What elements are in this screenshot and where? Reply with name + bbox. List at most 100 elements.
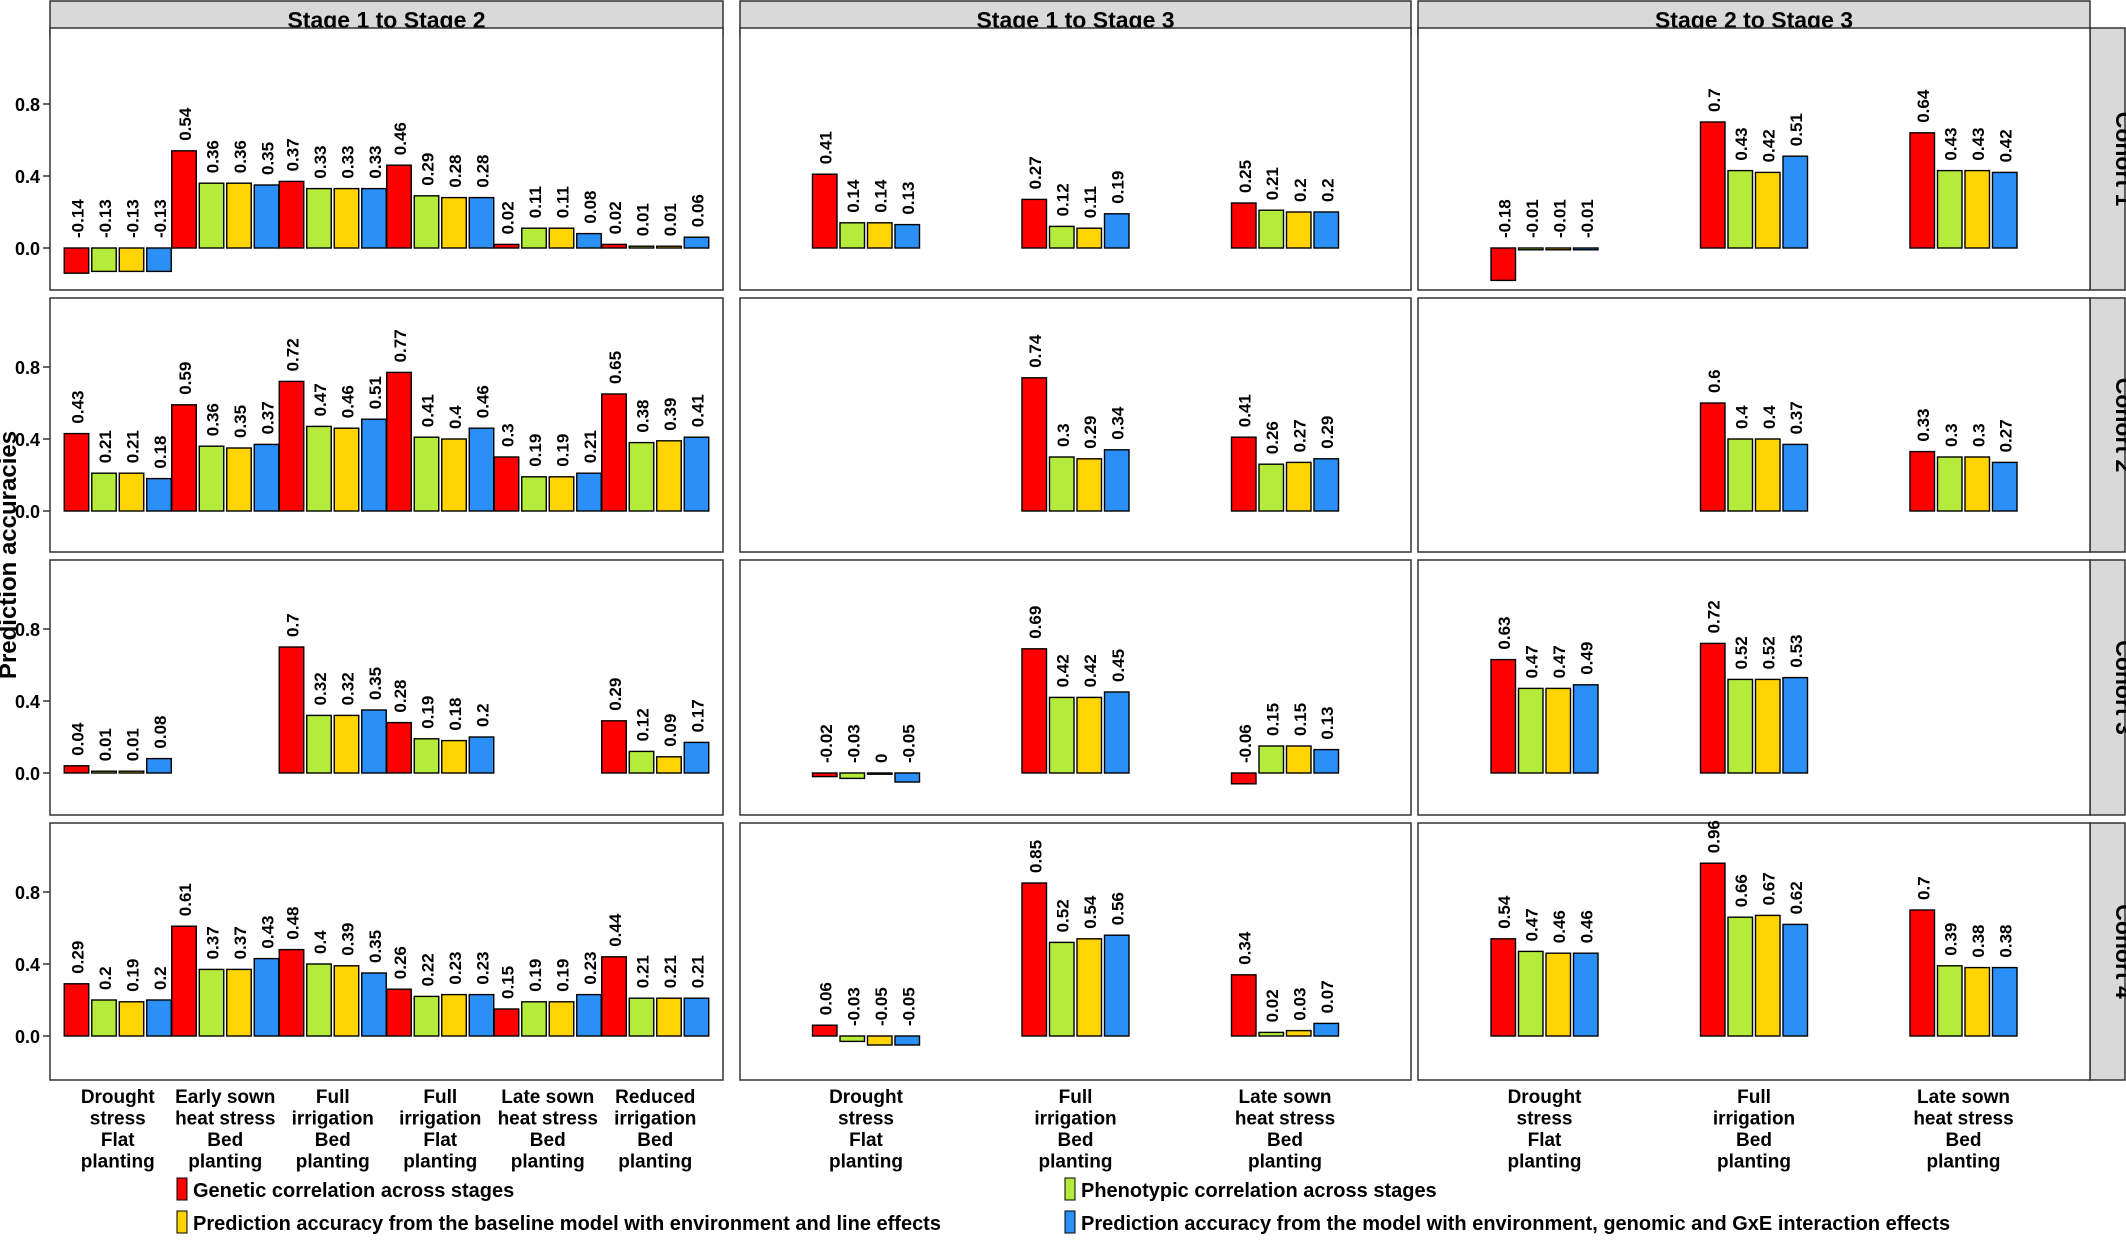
bar bbox=[278, 180, 305, 249]
bar-value-label: -0.05 bbox=[899, 724, 918, 763]
bar bbox=[839, 1035, 866, 1043]
bar bbox=[628, 245, 655, 249]
bar bbox=[441, 739, 467, 774]
bar bbox=[628, 441, 655, 512]
y-tick-label: 0.4 bbox=[15, 167, 40, 187]
bar-value-label: 0.07 bbox=[1318, 980, 1337, 1013]
bar-value-label: 0.69 bbox=[1026, 606, 1045, 639]
bar bbox=[333, 714, 360, 774]
bar-value-label: 0.34 bbox=[1109, 406, 1128, 440]
x-category-label: planting bbox=[403, 1152, 477, 1173]
bar bbox=[683, 236, 710, 249]
bar-value-label: 0.38 bbox=[634, 400, 653, 433]
panel-frame bbox=[1417, 297, 2091, 553]
bar-value-label: 0.25 bbox=[1236, 160, 1255, 193]
bar bbox=[1285, 461, 1312, 512]
bar-value-label: 0.85 bbox=[1026, 840, 1045, 873]
bar-value-label: 0.7 bbox=[1914, 876, 1933, 900]
bar bbox=[441, 993, 467, 1037]
bar-value-label: 0.52 bbox=[1760, 636, 1779, 669]
bar-value-label: 0.01 bbox=[634, 203, 653, 236]
bar bbox=[253, 443, 280, 512]
bar-value-label: 0.38 bbox=[1969, 925, 1988, 958]
x-category-label: planting bbox=[1039, 1152, 1113, 1173]
bar-value-label: 0.34 bbox=[1236, 931, 1255, 965]
bar bbox=[1545, 247, 1572, 251]
y-tick-label: 0.0 bbox=[15, 1027, 40, 1047]
bar bbox=[839, 772, 866, 780]
bar-value-label: 0.4 bbox=[1732, 405, 1751, 429]
bar-value-label: 0.19 bbox=[124, 959, 143, 992]
bar-value-label: 0.46 bbox=[474, 385, 493, 418]
bar-value-label: 0.35 bbox=[231, 405, 250, 438]
bar-value-label: 0 bbox=[872, 754, 891, 763]
legend-label: Prediction accuracy from the baseline mo… bbox=[193, 1213, 941, 1235]
bar-value-label: 0.4 bbox=[446, 405, 465, 429]
bar bbox=[386, 721, 412, 774]
bar bbox=[1313, 1022, 1340, 1037]
bar-value-label: -0.05 bbox=[872, 987, 891, 1026]
row-strip bbox=[2089, 27, 2126, 291]
bar-value-label: 0.18 bbox=[151, 436, 170, 469]
bar bbox=[1545, 952, 1572, 1037]
bar-value-label: 0.42 bbox=[1054, 654, 1073, 687]
bar-value-label: 0.3 bbox=[1969, 423, 1988, 447]
bar-value-label: 0.39 bbox=[661, 398, 680, 431]
bar bbox=[413, 195, 440, 249]
bar bbox=[118, 247, 145, 273]
y-tick-label: 0.8 bbox=[15, 358, 40, 378]
x-category-label: irrigation bbox=[614, 1109, 696, 1130]
bar-value-label: 0.43 bbox=[69, 391, 88, 424]
row-strip-label: Cohort 4 bbox=[2111, 904, 2126, 999]
bar-value-label: 0.96 bbox=[1705, 820, 1724, 853]
bar-value-label: 0.19 bbox=[1109, 171, 1128, 204]
legend-label: Genetic correlation across stages bbox=[193, 1180, 514, 1202]
bar-value-label: 0.62 bbox=[1787, 881, 1806, 914]
bar-value-label: 0.27 bbox=[1291, 419, 1310, 452]
bar-value-label: 0.2 bbox=[151, 966, 170, 990]
panel-frame bbox=[1417, 559, 2091, 816]
bar bbox=[576, 232, 602, 249]
x-category-label: irrigation bbox=[1713, 1109, 1795, 1130]
x-category-label: stress bbox=[90, 1109, 146, 1130]
bar-value-label: 0.72 bbox=[284, 338, 303, 371]
bar-value-label: 0.45 bbox=[1109, 649, 1128, 682]
x-category-label: irrigation bbox=[399, 1109, 481, 1130]
bar-value-label: 0.26 bbox=[1263, 421, 1282, 454]
bar-value-label: 0.02 bbox=[606, 201, 625, 234]
bar bbox=[576, 472, 602, 512]
bar bbox=[1021, 882, 1048, 1037]
bar bbox=[253, 957, 280, 1037]
bar-value-label: 0.29 bbox=[606, 678, 625, 711]
bar bbox=[1754, 678, 1781, 774]
bar-value-label: 0.52 bbox=[1732, 636, 1751, 669]
bar bbox=[118, 770, 145, 774]
bar bbox=[1076, 696, 1103, 774]
bar-value-label: 0.41 bbox=[689, 394, 708, 427]
bar bbox=[63, 432, 90, 512]
legend-swatch bbox=[1064, 1210, 1076, 1234]
bar-value-label: 0.23 bbox=[474, 952, 493, 985]
bar-value-label: 0.26 bbox=[391, 946, 410, 979]
bar bbox=[601, 393, 627, 512]
bar-value-label: -0.01 bbox=[1523, 199, 1542, 238]
bar-value-label: -0.13 bbox=[151, 199, 170, 238]
bar bbox=[1782, 923, 1809, 1037]
bar-value-label: -0.02 bbox=[817, 724, 836, 763]
bar bbox=[413, 738, 440, 774]
bar bbox=[306, 425, 332, 512]
bar-value-label: 0.01 bbox=[96, 728, 115, 761]
bar bbox=[601, 243, 627, 249]
bar bbox=[866, 222, 893, 249]
bar-value-label: 0.12 bbox=[1054, 183, 1073, 216]
bar-value-label: 0.36 bbox=[204, 403, 223, 436]
bar-value-label: 0.29 bbox=[1318, 416, 1337, 449]
bar-value-label: 0.35 bbox=[259, 142, 278, 175]
bar-value-label: 0.29 bbox=[69, 941, 88, 974]
bar bbox=[171, 150, 197, 249]
bar bbox=[1727, 916, 1754, 1037]
bar-value-label: -0.13 bbox=[124, 199, 143, 238]
x-category-label: planting bbox=[296, 1152, 370, 1173]
bar-value-label: 0.37 bbox=[284, 138, 303, 171]
bar-value-label: 0.27 bbox=[1997, 419, 2016, 452]
